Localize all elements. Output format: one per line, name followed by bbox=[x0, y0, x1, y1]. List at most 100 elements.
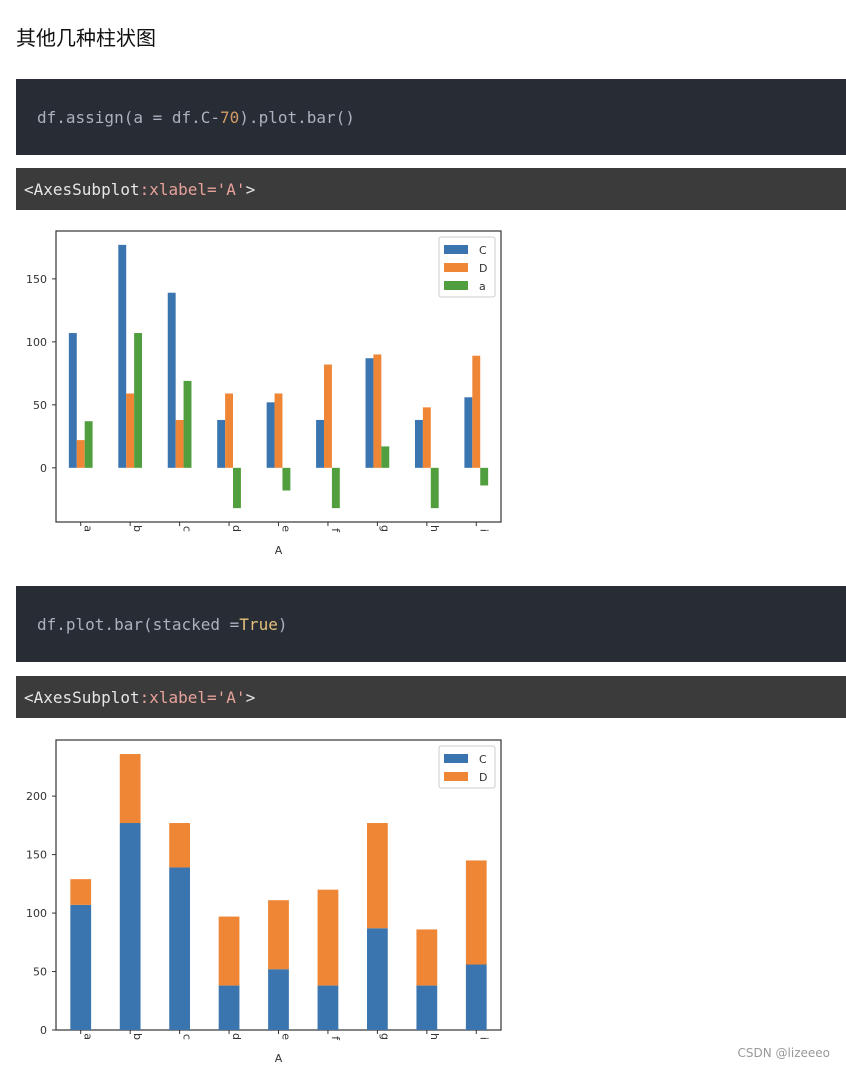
x-tick-label: h bbox=[428, 1033, 441, 1040]
bar-D-b bbox=[119, 754, 141, 824]
bar-a-a bbox=[84, 421, 93, 468]
bar-D-b bbox=[126, 393, 135, 468]
y-tick-label: 100 bbox=[26, 907, 47, 920]
bar-D-e bbox=[274, 393, 283, 468]
bar-a-b bbox=[134, 333, 143, 468]
legend-swatch-a bbox=[444, 281, 468, 290]
x-tick-label: c bbox=[181, 1034, 194, 1040]
bar-a-e bbox=[282, 467, 291, 491]
legend-label: a bbox=[479, 280, 486, 293]
x-tick-label: i bbox=[477, 529, 490, 532]
output-text: <AxesSubplot bbox=[24, 687, 140, 707]
bar-D-f bbox=[323, 364, 332, 468]
x-tick-label: d bbox=[230, 1033, 243, 1040]
x-tick-label: d bbox=[230, 525, 243, 532]
code-text: df.assign(a = df.C- bbox=[37, 107, 221, 127]
bar-D-g bbox=[367, 823, 388, 929]
y-tick-label: 150 bbox=[26, 273, 47, 286]
bar-D-c bbox=[169, 823, 190, 868]
output-text: > bbox=[245, 687, 256, 707]
output-cell-1: <AxesSubplot:xlabel='A' > bbox=[16, 168, 846, 210]
watermark: CSDN @lizeeeo bbox=[737, 1046, 830, 1060]
code-text: df.plot.bar(stacked = bbox=[37, 614, 240, 634]
output-cell-2: <AxesSubplot:xlabel='A' > bbox=[16, 676, 846, 718]
bar-C-d bbox=[218, 985, 240, 1030]
x-tick-label: i bbox=[477, 1037, 490, 1040]
bar-C-i bbox=[465, 964, 487, 1030]
x-axis-label: A bbox=[275, 544, 283, 557]
bar-C-h bbox=[416, 985, 438, 1030]
y-tick-label: 0 bbox=[40, 1024, 47, 1037]
code-cell-2[interactable]: df.plot.bar(stacked = True) bbox=[16, 586, 846, 662]
bar-C-g bbox=[365, 358, 374, 468]
x-tick-label: g bbox=[378, 525, 391, 532]
x-tick-label: e bbox=[280, 525, 293, 532]
output-text: > bbox=[245, 179, 256, 199]
legend-label: D bbox=[479, 771, 487, 784]
bar-D-a bbox=[76, 440, 85, 468]
x-tick-label: f bbox=[329, 528, 342, 533]
bar-D-e bbox=[268, 900, 289, 970]
output-attr: :xlabel='A' bbox=[139, 687, 246, 707]
y-tick-label: 0 bbox=[40, 462, 47, 475]
bar-D-a bbox=[70, 879, 92, 905]
x-tick-label: b bbox=[131, 1033, 144, 1040]
bar-D-c bbox=[175, 419, 184, 468]
bar-a-f bbox=[331, 467, 340, 509]
legend-swatch-D bbox=[444, 263, 468, 272]
code-text: ).plot.bar() bbox=[239, 107, 355, 127]
x-tick-label: c bbox=[181, 526, 194, 532]
legend-swatch-D bbox=[444, 772, 468, 781]
x-tick-label: f bbox=[329, 1036, 342, 1041]
code-text: ) bbox=[277, 614, 288, 634]
code-number: 70 bbox=[220, 107, 240, 127]
code-cell-1[interactable]: df.assign(a = df.C- 70).plot.bar() bbox=[16, 79, 846, 155]
y-tick-label: 150 bbox=[26, 849, 47, 862]
bar-a-g bbox=[381, 446, 390, 468]
y-tick-label: 50 bbox=[33, 966, 47, 979]
legend-label: C bbox=[479, 244, 487, 257]
bar-a-h bbox=[430, 467, 439, 509]
bar-C-e bbox=[268, 969, 289, 1030]
x-tick-label: e bbox=[280, 1033, 293, 1040]
bar-D-d bbox=[218, 916, 240, 986]
bar-C-g bbox=[367, 928, 388, 1030]
x-tick-label: h bbox=[428, 525, 441, 532]
bar-a-d bbox=[233, 467, 241, 509]
x-tick-label: a bbox=[82, 525, 95, 532]
bar-C-f bbox=[317, 985, 339, 1030]
grouped-bar-chart: 0 50 100 150 a b c d e f g h i A CDa bbox=[26, 230, 502, 557]
legend-label: D bbox=[479, 262, 487, 275]
bar-a-i bbox=[480, 467, 489, 486]
bar-C-f bbox=[316, 419, 324, 468]
bar-D-i bbox=[465, 860, 487, 965]
bar-C-b bbox=[118, 244, 127, 468]
bar-D-h bbox=[422, 407, 431, 468]
bar-C-c bbox=[169, 867, 190, 1030]
legend-swatch-C bbox=[444, 754, 468, 763]
x-tick-label: g bbox=[378, 1033, 391, 1040]
y-tick-label: 100 bbox=[26, 336, 47, 349]
x-tick-label: b bbox=[131, 525, 144, 532]
bar-C-i bbox=[464, 397, 473, 468]
bar-C-c bbox=[167, 292, 176, 468]
bar-D-g bbox=[373, 354, 382, 468]
bar-a-c bbox=[183, 380, 192, 468]
section-heading: 其他几种柱状图 bbox=[16, 26, 156, 50]
y-tick-label: 50 bbox=[33, 399, 47, 412]
output-attr: :xlabel='A' bbox=[139, 179, 246, 199]
code-keyword: True bbox=[239, 614, 278, 634]
bar-C-d bbox=[217, 419, 226, 468]
bar-C-h bbox=[414, 419, 423, 468]
output-text: <AxesSubplot bbox=[24, 179, 140, 199]
bar-D-f bbox=[317, 889, 339, 986]
bar-C-e bbox=[266, 402, 275, 468]
y-tick-label: 200 bbox=[26, 790, 47, 803]
bar-D-d bbox=[225, 393, 234, 468]
bar-C-a bbox=[68, 333, 77, 468]
bar-D-i bbox=[472, 355, 481, 468]
bar-C-b bbox=[119, 823, 141, 1030]
x-tick-label: a bbox=[82, 1033, 95, 1040]
x-axis-label: A bbox=[275, 1052, 283, 1065]
